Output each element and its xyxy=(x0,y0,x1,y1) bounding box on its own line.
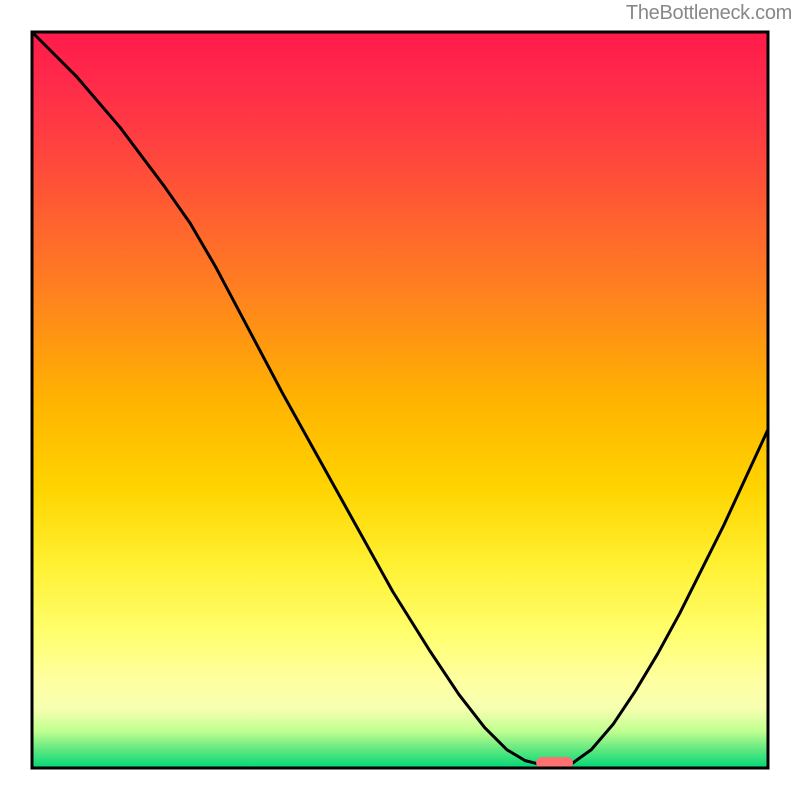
watermark-text: TheBottleneck.com xyxy=(626,2,792,25)
plot-background xyxy=(32,32,768,768)
plot-svg xyxy=(0,0,800,800)
bottleneck-plot: TheBottleneck.com xyxy=(0,0,800,800)
